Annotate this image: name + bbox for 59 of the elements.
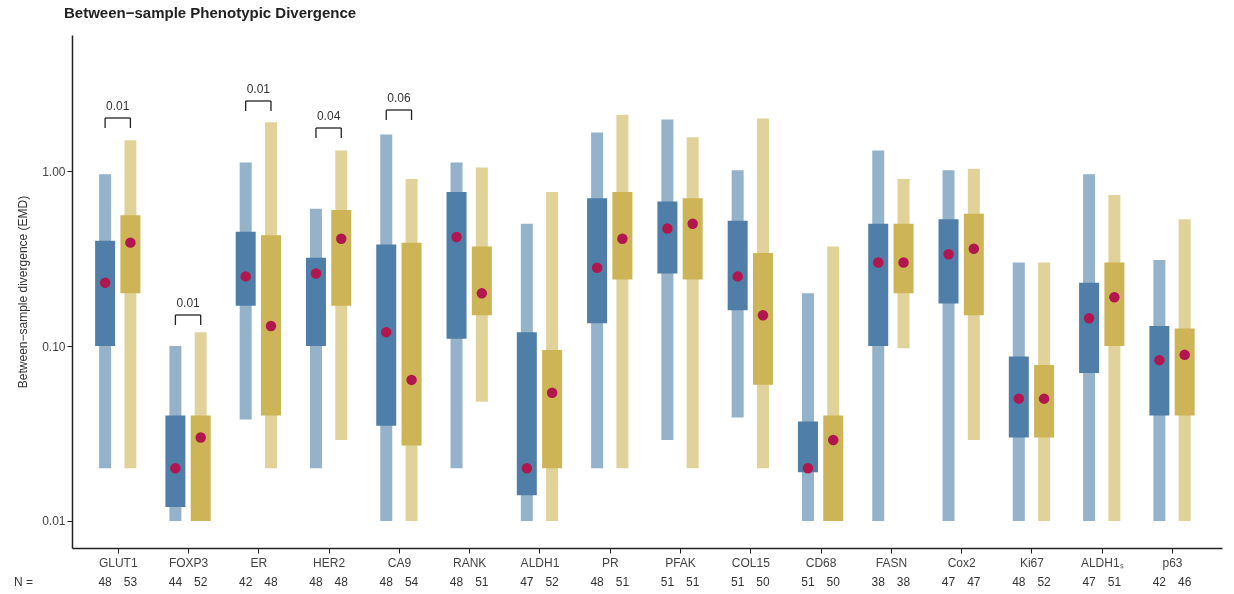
text: N =	[14, 575, 34, 589]
text: 48	[1012, 575, 1026, 589]
x-tick-label: ALDH1	[520, 555, 560, 570]
text: 46	[1177, 575, 1192, 589]
text: 54	[404, 575, 419, 589]
text: 51	[801, 575, 815, 589]
text: 51	[475, 575, 489, 589]
x-tick-label: HER2	[313, 555, 346, 570]
annotation: 0.04	[316, 109, 341, 123]
text: 44	[168, 575, 183, 589]
text: 48	[264, 575, 278, 589]
text: 38	[896, 575, 911, 589]
text: 48	[379, 575, 394, 589]
text: 52	[194, 575, 208, 589]
text: 51	[660, 575, 675, 589]
text: 47	[967, 575, 981, 589]
text: 48	[98, 575, 113, 589]
x-tick-label: ALDH1ₛ	[1080, 555, 1124, 570]
text: 52	[545, 575, 560, 589]
text: 48	[449, 575, 464, 589]
text: 52	[1037, 575, 1052, 589]
text: 48	[309, 575, 323, 589]
x-tick-label: COL15	[731, 555, 771, 570]
text: 53	[123, 575, 138, 589]
y-axis-title: Between−sample divergence (EMD)	[16, 195, 31, 389]
x-tick-label: CA9	[387, 555, 412, 570]
x-tick-label: FASN	[875, 555, 908, 570]
x-tick-label: PR	[601, 555, 619, 570]
text: 50	[756, 575, 770, 589]
text: 51	[1107, 575, 1122, 589]
x-tick-label: ER	[250, 555, 268, 570]
x-tick-label: p63	[1162, 555, 1183, 570]
text: 51	[686, 575, 700, 589]
text: 48	[334, 575, 349, 589]
x-tick-label: GLUT1	[98, 555, 138, 570]
text: 48	[590, 575, 605, 589]
x-tick-label: CD68	[805, 555, 837, 570]
text: 47	[520, 575, 534, 589]
text: 47	[1082, 575, 1097, 589]
annotation: 0.01	[246, 82, 271, 96]
text: 42	[1152, 575, 1167, 589]
text: 50	[826, 575, 841, 589]
y-tick-label: 1.00	[42, 164, 66, 179]
annotation: 0.01	[176, 296, 201, 310]
annotation: 0.01	[106, 99, 130, 113]
text: 38	[871, 575, 886, 589]
text: 47	[941, 575, 956, 589]
text: 51	[615, 575, 630, 589]
x-tick-label: Cox2	[947, 555, 976, 570]
x-tick-label: PFAK	[665, 555, 696, 570]
annotation: 0.06	[387, 91, 411, 105]
x-tick-label: RANK	[453, 555, 487, 570]
x-tick-label: Ki67	[1019, 555, 1045, 570]
x-tick-label: FOXP3	[168, 555, 209, 570]
text: 51	[730, 575, 745, 589]
text: 42	[239, 575, 253, 589]
chart-title: Between−sample Phenotypic Divergence	[64, 4, 357, 21]
y-tick-label: 0.01	[42, 514, 66, 529]
y-tick-label: 0.10	[42, 339, 66, 354]
